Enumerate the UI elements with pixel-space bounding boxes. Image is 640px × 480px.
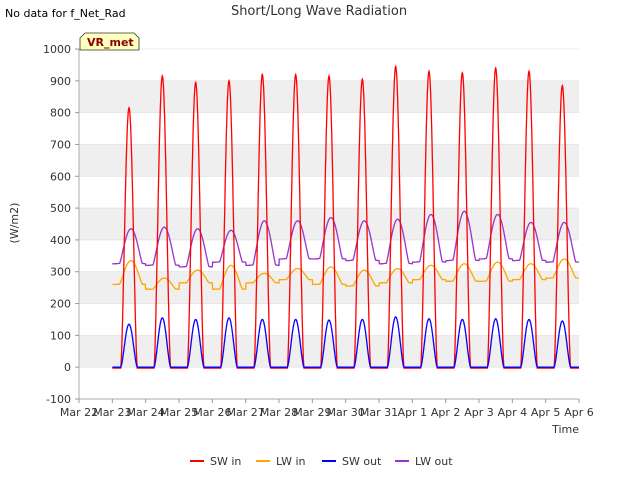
x-tick-label: Mar 23	[93, 406, 131, 419]
legend-label: LW in	[276, 455, 306, 468]
y-axis-label: (W/m2)	[8, 203, 21, 244]
y-tick-label: 300	[50, 266, 71, 279]
series-line-sw-in	[112, 64, 579, 369]
y-tick-label: 100	[50, 329, 71, 342]
site-badge-label: VR_met	[87, 36, 134, 49]
grid-band	[79, 80, 579, 113]
x-tick-label: Apr 4	[498, 406, 528, 419]
legend-label: SW out	[342, 455, 382, 468]
x-axis-label: Time	[551, 423, 579, 436]
plot-background	[79, 48, 579, 400]
x-tick-label: Apr 3	[464, 406, 494, 419]
series-layer	[112, 64, 579, 369]
x-tick-label: Mar 31	[360, 406, 398, 419]
grid-band	[79, 335, 579, 368]
legend: SW in LW in SW out LW out	[190, 455, 453, 468]
x-tick-label: Apr 6	[564, 406, 594, 419]
chart-title: Short/Long Wave Radiation	[231, 4, 407, 19]
site-badge: VR_met	[79, 32, 140, 51]
x-tick-label: Mar 25	[160, 406, 198, 419]
y-tick-label: 600	[50, 170, 71, 183]
legend-label: SW in	[210, 455, 241, 468]
legend-label: LW out	[415, 455, 453, 468]
grid-band	[79, 208, 579, 240]
x-tick-label: Apr 1	[398, 406, 428, 419]
y-tick-label: 200	[50, 298, 71, 311]
y-tick-label: 700	[50, 138, 71, 151]
y-tick-label: 1000	[43, 43, 71, 56]
grid-band	[79, 271, 579, 304]
no-data-note: No data for f_Net_Rad	[5, 7, 126, 20]
x-tick-label: Mar 22	[60, 406, 98, 419]
x-tick-label: Mar 29	[293, 406, 331, 419]
axes: -100 0 100 200 300 400 500 600 700 800 900 1000 Mar …	[43, 43, 594, 419]
grid-band	[79, 144, 579, 177]
y-tick-label: -100	[46, 393, 71, 406]
x-tick-label: Mar 26	[193, 406, 231, 419]
x-tick-label: Apr 5	[531, 406, 561, 419]
x-tick-label: Mar 24	[127, 406, 165, 419]
x-tick-label: Mar 30	[327, 406, 365, 419]
y-tick-label: 400	[50, 234, 71, 247]
y-tick-label: 900	[50, 75, 71, 88]
x-tick-label: Mar 27	[227, 406, 265, 419]
y-tick-label: 0	[64, 361, 71, 374]
x-tick-label: Mar 28	[260, 406, 298, 419]
y-tick-label: 800	[50, 107, 71, 120]
series-line-sw-out	[112, 316, 579, 368]
x-tick-label: Apr 2	[431, 406, 461, 419]
y-tick-label: 500	[50, 202, 71, 215]
